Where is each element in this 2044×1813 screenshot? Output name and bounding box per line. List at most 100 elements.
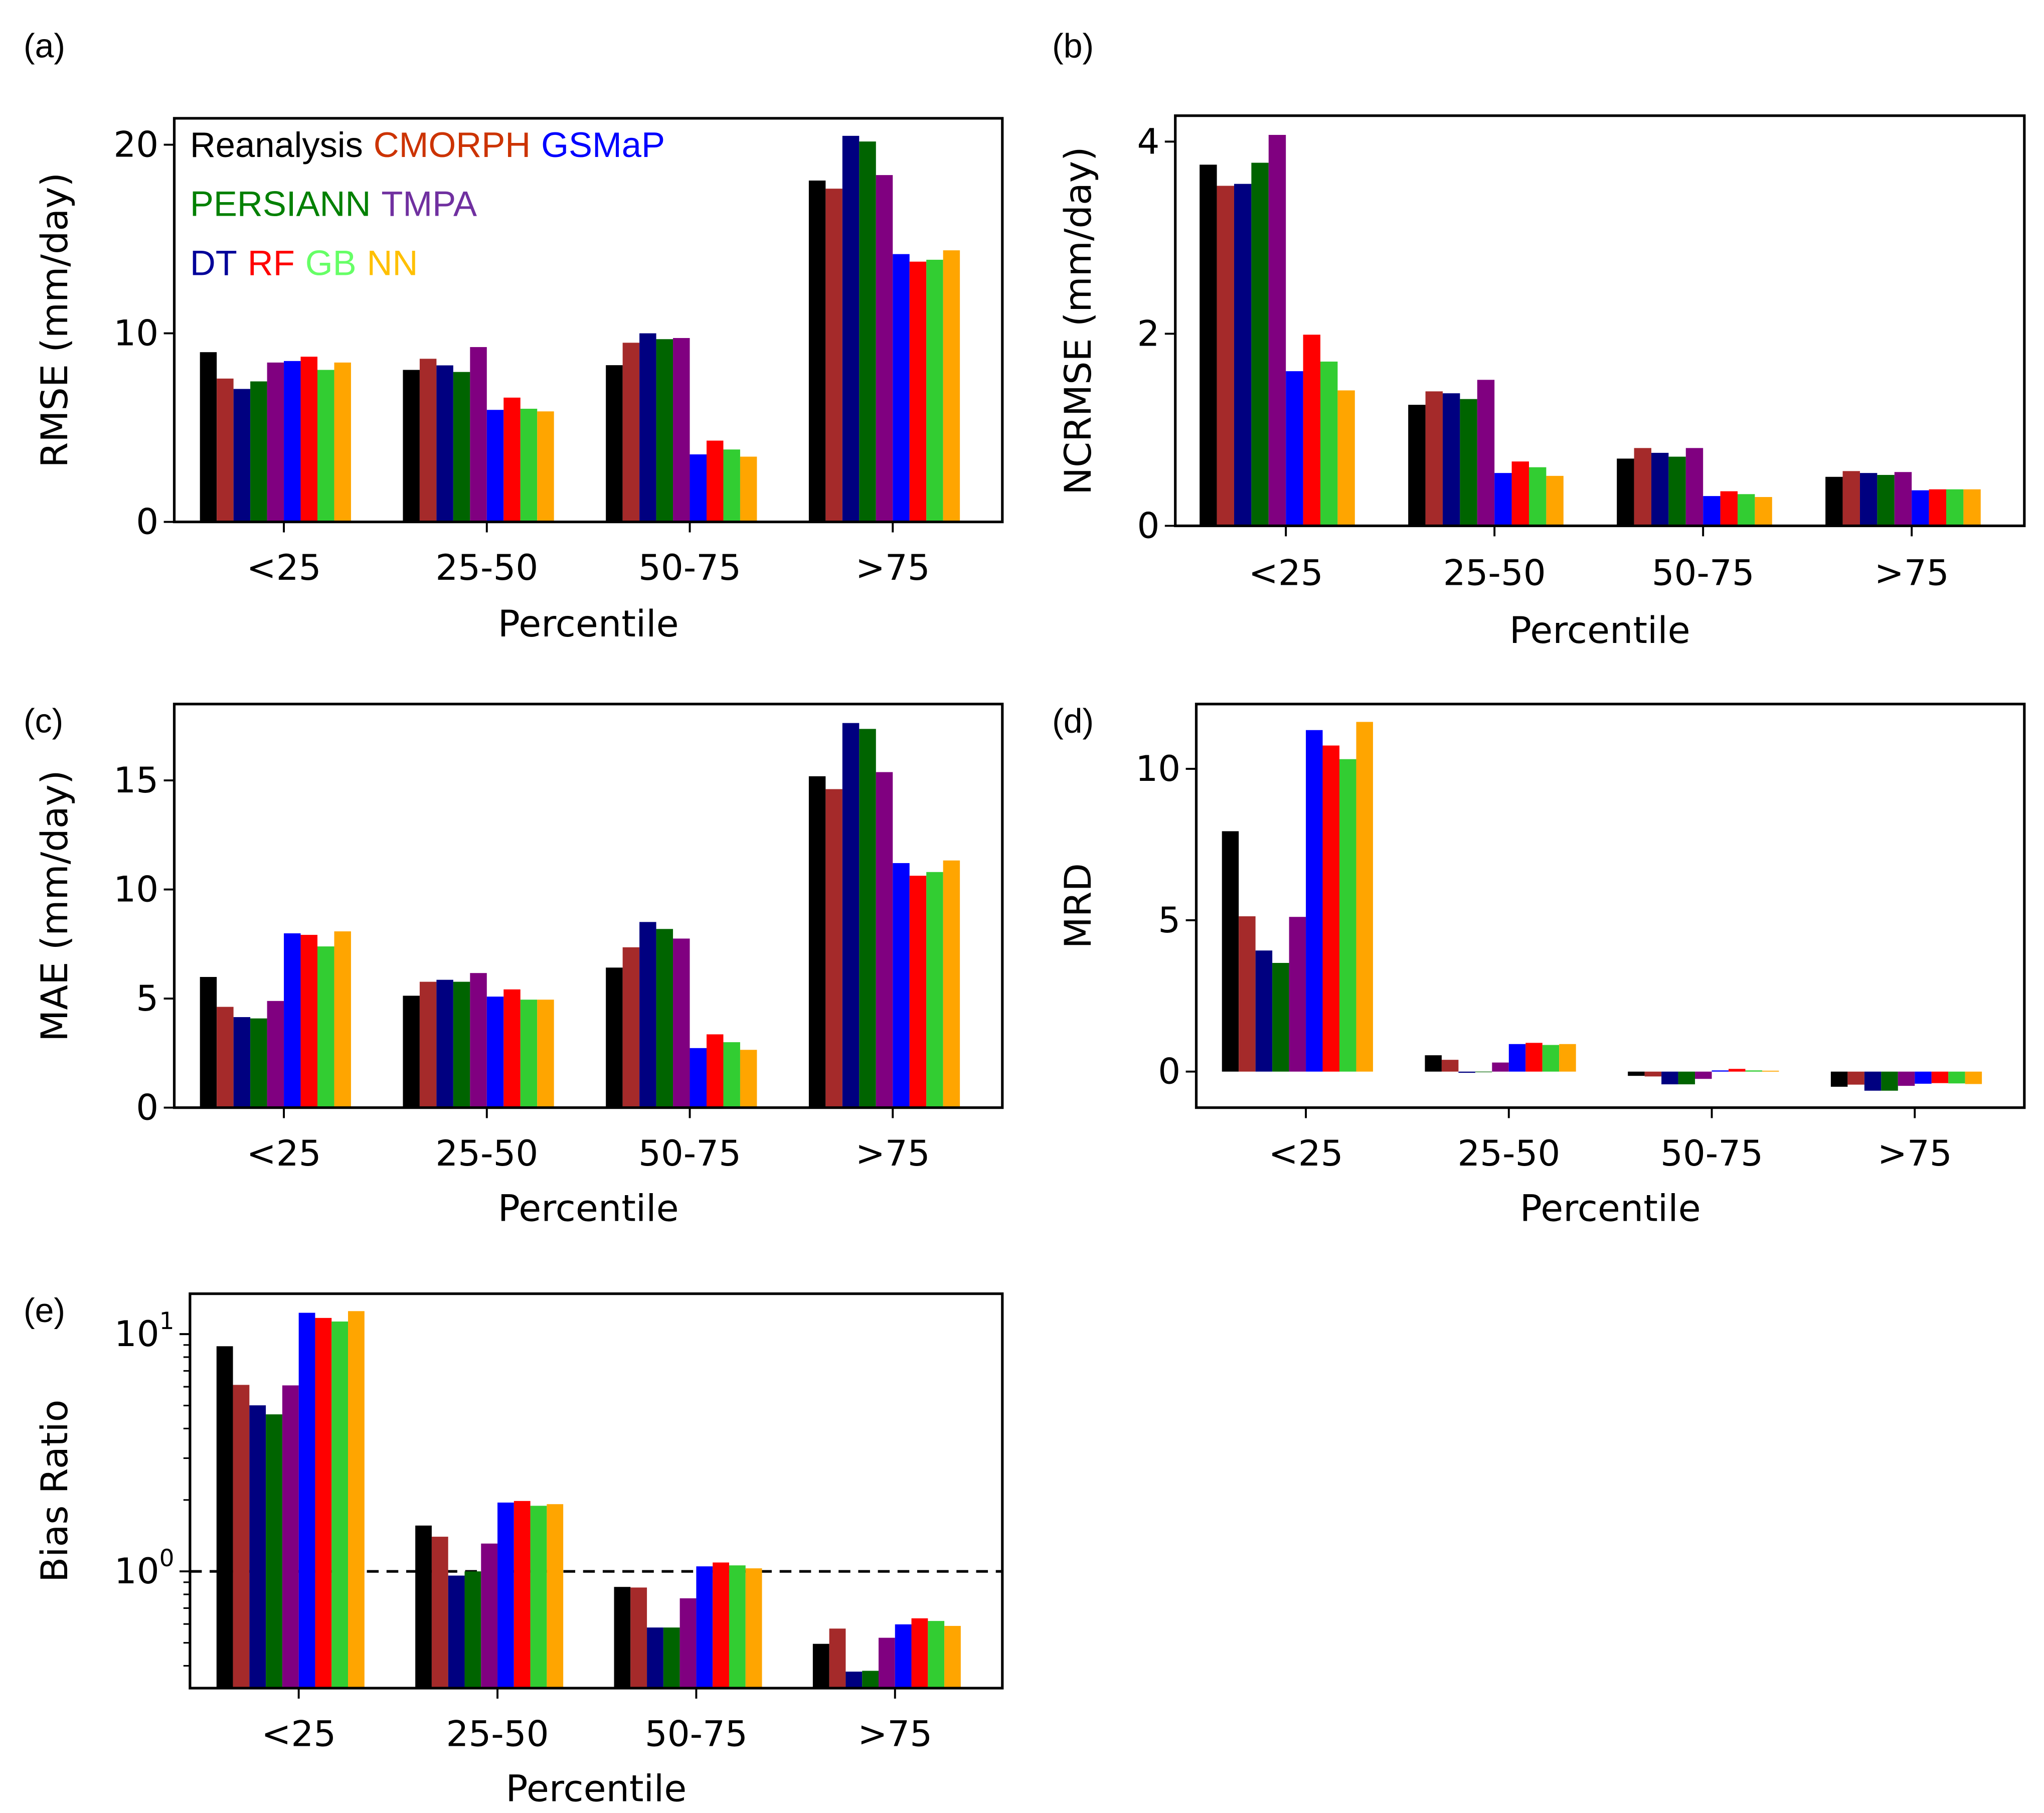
x-tick-label: <25 <box>261 1713 336 1754</box>
bar-dt-0 <box>284 933 301 1108</box>
legend-line: PERSIANN TMPA <box>190 184 477 223</box>
bar-dt-0 <box>1286 371 1303 526</box>
bar-reanalysis-1 <box>1425 1055 1442 1072</box>
x-tick-label: >75 <box>856 1133 930 1174</box>
x-tick-label: >75 <box>858 1713 932 1754</box>
x-tick-label: 25-50 <box>435 547 538 588</box>
bar-rf-1 <box>514 1501 531 1689</box>
bar-persiann-3 <box>862 1671 879 1689</box>
bar-tmpa-0 <box>1289 917 1306 1072</box>
bar-tmpa-3 <box>1894 472 1912 526</box>
bar-gsmap-0 <box>1234 184 1252 526</box>
y-tick-base: 10 <box>114 1313 159 1355</box>
x-tick-label: <25 <box>1249 553 1323 594</box>
bar-persiann-1 <box>464 1571 481 1689</box>
y-tick-label: 20 <box>113 124 158 166</box>
bar-reanalysis-3 <box>808 180 826 522</box>
bar-tmpa-2 <box>673 338 690 522</box>
x-tick-label: >75 <box>1878 1133 1952 1174</box>
bar-tmpa-1 <box>481 1543 498 1689</box>
y-tick-exponent: 0 <box>159 1545 175 1572</box>
bar-tmpa-2 <box>1685 448 1704 526</box>
bar-gsmap-1 <box>436 365 453 522</box>
y-tick-base: 10 <box>114 1551 159 1592</box>
y-tick-label: 0 <box>1137 505 1159 546</box>
bar-persiann-3 <box>859 729 876 1108</box>
bar-gb-2 <box>1745 1070 1762 1072</box>
legend-entry: NN <box>367 243 418 282</box>
bar-gb-3 <box>1946 489 1964 526</box>
legend-entry: Reanalysis <box>190 125 363 164</box>
bar-cmorph-1 <box>1425 391 1443 526</box>
x-tick-label: <25 <box>1269 1133 1343 1174</box>
legend-entry: TMPA <box>381 184 477 223</box>
bar-tmpa-0 <box>267 1001 284 1108</box>
bar-persiann-1 <box>453 372 470 522</box>
legend-entry: CMORPH <box>374 125 531 164</box>
y-tick-label: 10 <box>113 869 158 910</box>
bar-persiann-0 <box>250 1018 267 1108</box>
x-tick-label: 25-50 <box>446 1713 549 1754</box>
bar-tmpa-0 <box>1268 134 1286 526</box>
bar-persiann-1 <box>453 981 470 1108</box>
axes-frame <box>173 703 1004 1109</box>
bar-tmpa-0 <box>267 362 284 522</box>
x-tick-label: >75 <box>856 547 930 588</box>
bar-persiann-2 <box>1668 456 1686 526</box>
bar-reanalysis-0 <box>216 1346 233 1689</box>
bar-nn-1 <box>1546 475 1564 526</box>
bar-rf-3 <box>1929 489 1946 526</box>
bar-dt-1 <box>497 1503 514 1689</box>
bar-dt-3 <box>1912 490 1929 526</box>
bar-gb-2 <box>1737 494 1755 526</box>
bar-gsmap-0 <box>249 1405 266 1689</box>
bar-dt-3 <box>1915 1071 1932 1084</box>
bar-rf-0 <box>300 357 318 522</box>
bar-nn-0 <box>1356 722 1373 1072</box>
x-tick-label: <25 <box>247 547 321 588</box>
bar-gsmap-2 <box>639 922 656 1108</box>
y-tick-label: 5 <box>136 978 158 1019</box>
bar-cmorph-2 <box>622 947 640 1108</box>
axes-frame <box>1174 114 2026 528</box>
bar-nn-3 <box>1965 1071 1982 1084</box>
legend-entry: GB <box>305 243 357 282</box>
y-tick-label: 0 <box>136 502 158 543</box>
bar-persiann-2 <box>656 339 673 522</box>
bar-dt-2 <box>1712 1070 1729 1072</box>
x-tick-label: 50-75 <box>638 547 741 588</box>
bar-reanalysis-3 <box>808 776 826 1108</box>
bar-persiann-2 <box>656 929 673 1108</box>
legend: Reanalysis CMORPH GSMaP PERSIANN TMPA DT RF GB N… <box>190 125 665 282</box>
chart-panel-d: (d) <25 25-50 50-75 >75 0 5 10 Percentile MRD <box>1052 702 2026 1230</box>
bar-rf-3 <box>909 261 927 522</box>
y-tick-label: 0 <box>136 1087 158 1128</box>
bar-gb-2 <box>723 1042 740 1108</box>
y-tick-exponent: 1 <box>159 1307 175 1335</box>
panel-label: (a) <box>24 28 65 65</box>
bar-gsmap-2 <box>1651 452 1669 526</box>
bar-tmpa-1 <box>1492 1062 1509 1072</box>
bar-gsmap-2 <box>639 333 656 522</box>
bar-gb-0 <box>331 1322 349 1689</box>
chart-panel-a: (a) <25 25-50 50-75 >75 0 10 20 Percentile RMSE (… <box>24 28 1004 645</box>
bar-dt-2 <box>690 1048 707 1108</box>
bar-gb-1 <box>1528 467 1547 526</box>
bar-persiann-1 <box>1460 399 1477 526</box>
bar-gb-1 <box>1542 1045 1560 1072</box>
bar-gb-1 <box>520 409 538 522</box>
bar-cmorph-2 <box>622 343 640 522</box>
bar-dt-3 <box>895 1624 912 1689</box>
bar-gsmap-1 <box>1442 393 1460 526</box>
bar-rf-2 <box>1720 491 1738 526</box>
panel-label: (e) <box>24 1292 65 1330</box>
bar-dt-2 <box>690 454 707 522</box>
bar-tmpa-2 <box>679 1598 697 1689</box>
bar-tmpa-3 <box>876 772 893 1108</box>
y-tick-label: 10 <box>1135 748 1180 789</box>
bar-rf-0 <box>1322 745 1340 1072</box>
bar-reanalysis-1 <box>1408 405 1426 526</box>
bar-tmpa-3 <box>876 175 893 522</box>
x-axis-label: Percentile <box>1509 609 1690 652</box>
bar-cmorph-3 <box>829 1628 846 1689</box>
